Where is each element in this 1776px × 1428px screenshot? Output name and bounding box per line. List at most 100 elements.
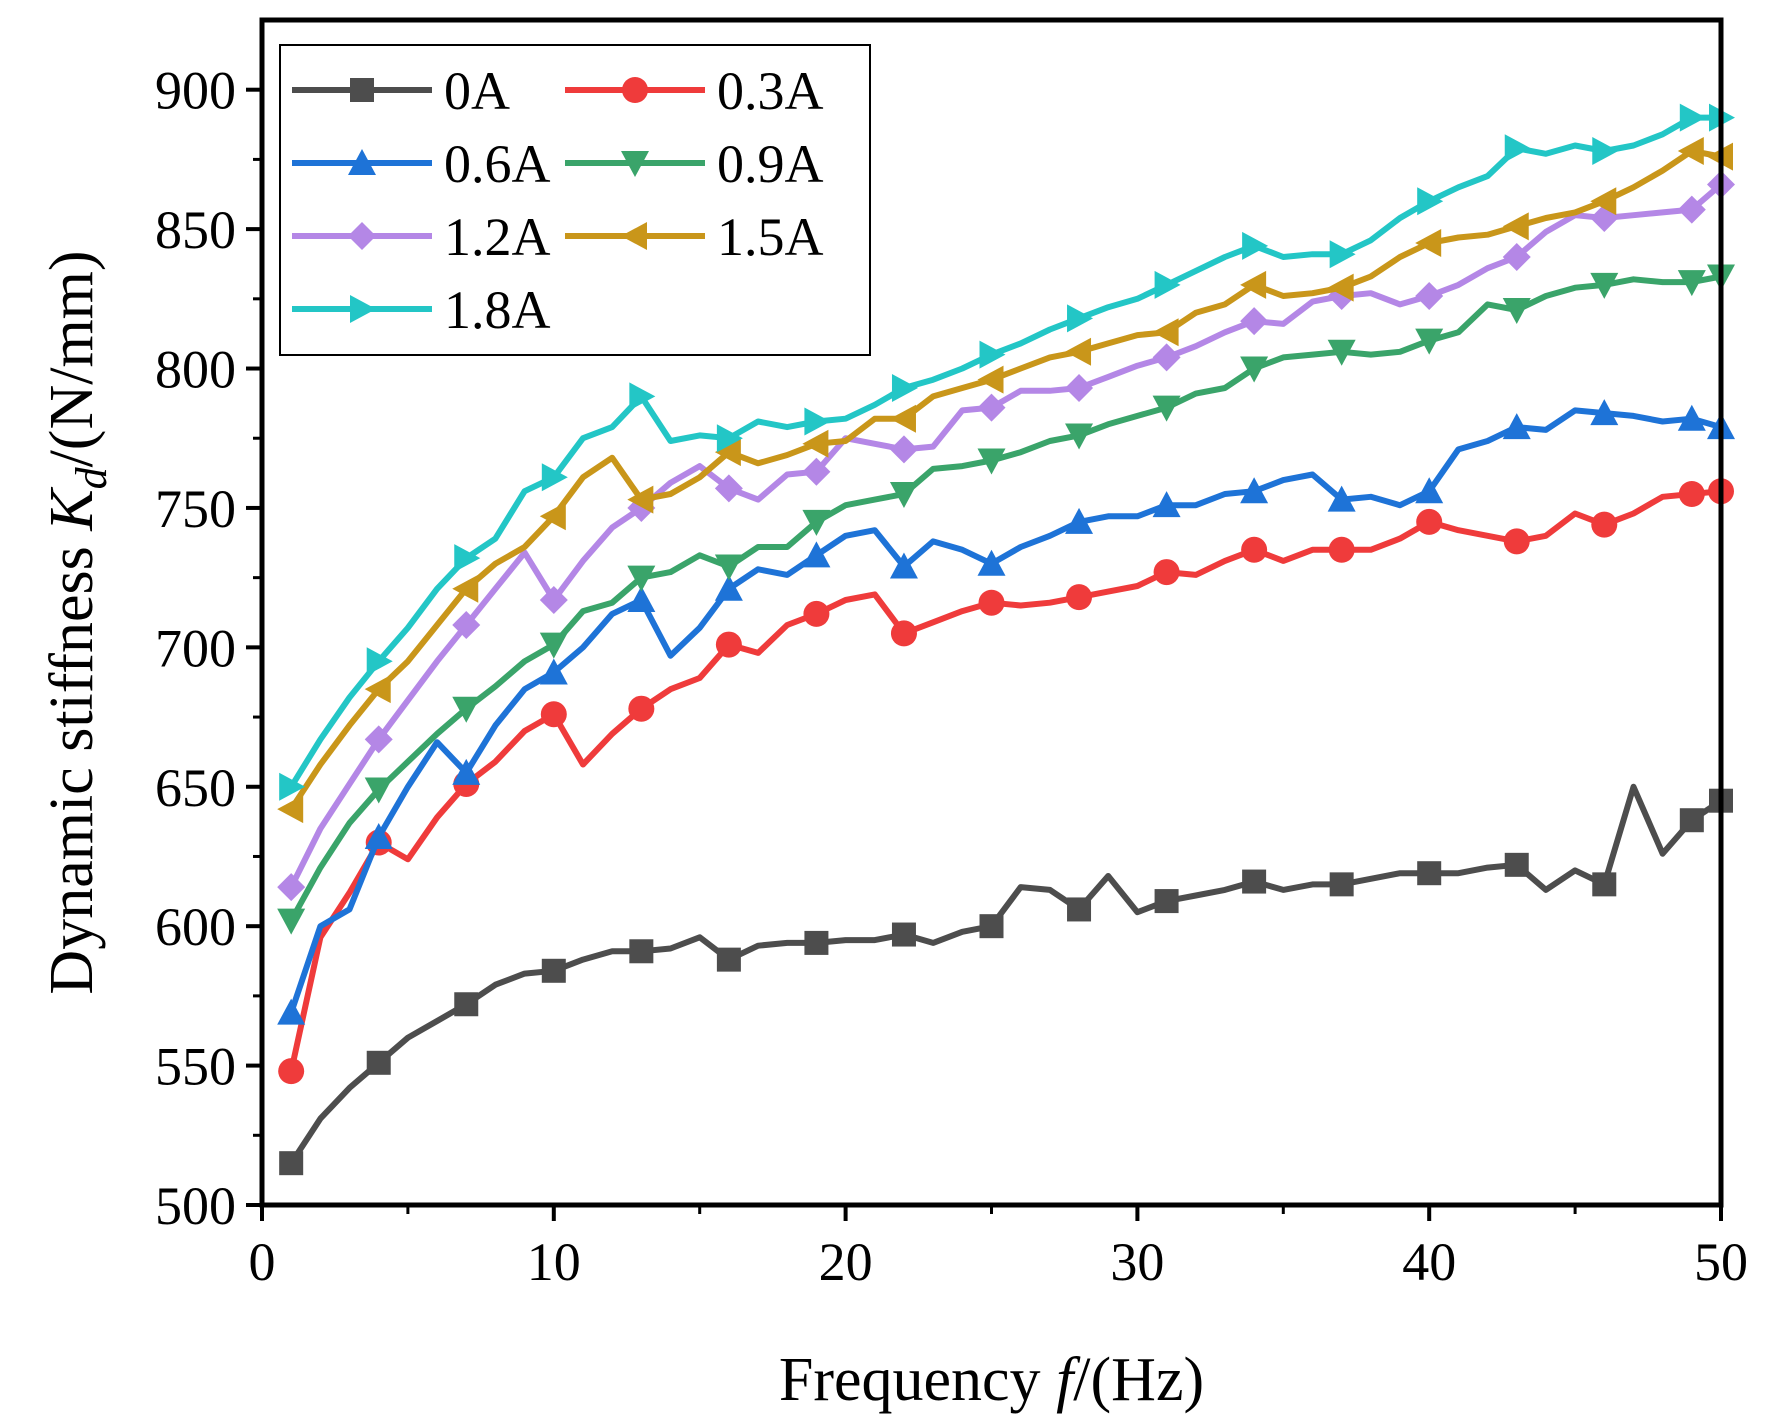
data-point — [1415, 229, 1442, 258]
data-point — [539, 632, 568, 659]
series-1.5A — [277, 137, 1733, 824]
data-point — [277, 998, 306, 1025]
legend-label: 0.6A — [444, 134, 551, 194]
data-point — [1065, 507, 1094, 534]
data-point — [279, 772, 306, 801]
data-point — [979, 914, 1004, 939]
x-tick-label: 50 — [1694, 1232, 1748, 1292]
data-point — [1152, 318, 1179, 347]
data-point — [1504, 134, 1531, 163]
data-point — [629, 382, 656, 411]
data-point — [277, 873, 306, 902]
data-point — [539, 585, 568, 614]
data-point — [1591, 511, 1618, 538]
data-point — [1592, 872, 1617, 897]
data-point — [1065, 337, 1092, 366]
legend-marker — [621, 222, 647, 250]
data-point — [1327, 485, 1356, 512]
data-point — [1417, 187, 1444, 216]
data-point — [364, 777, 393, 804]
x-tick-label: 20 — [819, 1232, 873, 1292]
data-point — [278, 1058, 305, 1085]
data-point — [1065, 423, 1094, 450]
data-point — [1329, 240, 1356, 269]
plot-frame — [259, 17, 1724, 1208]
data-point — [891, 374, 918, 403]
data-point — [1067, 304, 1094, 333]
legend-item: 1.8A — [292, 280, 551, 340]
series-1.8A — [279, 103, 1735, 801]
data-point — [977, 448, 1006, 475]
series-0.3A — [278, 478, 1734, 1085]
data-point — [1241, 536, 1268, 563]
data-point — [541, 958, 566, 983]
data-point — [1502, 243, 1531, 271]
data-point — [1066, 584, 1093, 611]
data-point — [364, 822, 393, 849]
data-point — [1679, 808, 1704, 833]
series-line — [288, 181, 1724, 891]
y-tick-label: 900 — [155, 61, 236, 121]
data-point — [1677, 270, 1706, 297]
data-point — [714, 438, 741, 467]
data-point — [627, 565, 656, 592]
series-0.6A — [277, 399, 1735, 1025]
y-axis-label-suffix: /(N/mm) — [38, 250, 106, 467]
data-point — [891, 922, 916, 947]
data-point — [1240, 307, 1269, 336]
data-point — [1154, 270, 1181, 299]
series-layer — [277, 103, 1735, 1176]
data-point — [1416, 508, 1443, 535]
data-point — [629, 939, 654, 964]
data-point — [279, 1151, 304, 1176]
data-point — [889, 404, 916, 433]
data-point — [977, 393, 1006, 422]
data-point — [628, 695, 655, 722]
data-point — [1503, 528, 1530, 555]
y-tick-label: 700 — [155, 618, 236, 678]
data-point — [1065, 374, 1094, 403]
x-axis-label-suffix: /(Hz) — [1073, 1346, 1204, 1414]
series-line — [288, 273, 1724, 924]
data-point — [627, 485, 654, 514]
data-point — [366, 647, 393, 676]
data-point — [627, 585, 656, 612]
data-point — [452, 611, 481, 640]
data-point — [1067, 897, 1092, 922]
legend-item: 0.6A — [292, 134, 551, 194]
y-tick-label: 650 — [155, 758, 236, 818]
data-point — [1677, 195, 1706, 224]
y-axis-label-sub: d — [67, 466, 116, 489]
tick-layer: 0 10 20 30 40 50 500 550 600 650 700 750 800 850 900 — [155, 61, 1748, 1292]
legend-marker — [350, 295, 376, 323]
legend-marker — [348, 222, 376, 250]
data-point — [1328, 536, 1355, 563]
data-point — [1153, 559, 1180, 586]
data-point — [716, 424, 743, 453]
data-point — [364, 725, 393, 754]
legend-label: 1.5A — [717, 207, 824, 267]
y-axis-label-var: K — [38, 486, 106, 532]
y-axis-label-prefix: Dynamic stiffness — [38, 531, 106, 995]
data-point — [452, 574, 479, 603]
data-point — [1327, 273, 1354, 302]
axis-labels: Frequency f/(Hz) Dynamic stiffness Kd/(N/… — [38, 250, 1204, 1414]
legend-item: 0.9A — [565, 134, 824, 194]
y-tick-label: 850 — [155, 200, 236, 260]
legend-item: 1.2A — [292, 207, 551, 267]
x-axis-label: Frequency f/(Hz) — [779, 1346, 1204, 1414]
data-point — [802, 509, 831, 536]
legend: 0A 0.3A 0.6A 0.9A 1.2A 1.5A 1.8A — [279, 44, 871, 356]
data-point — [890, 620, 917, 647]
series-1.2A — [277, 170, 1735, 902]
data-point — [540, 701, 567, 728]
data-point — [714, 554, 743, 581]
series-line — [288, 407, 1724, 1016]
data-point — [1242, 231, 1269, 260]
y-tick-label: 500 — [155, 1176, 236, 1236]
series-line — [288, 148, 1724, 813]
data-point — [539, 502, 566, 531]
data-point — [1415, 282, 1444, 311]
data-point — [1152, 395, 1181, 422]
